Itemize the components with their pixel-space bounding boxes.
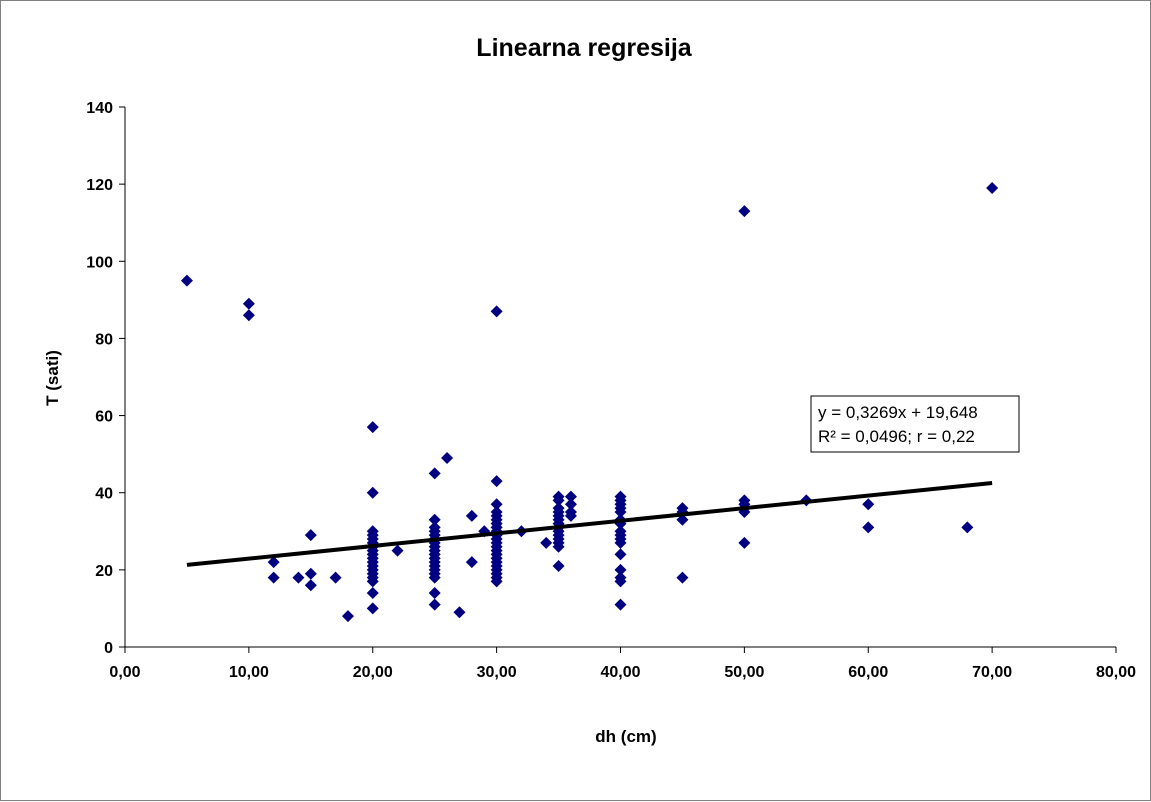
data-point — [961, 521, 974, 534]
data-point — [614, 598, 627, 611]
y-tick-label: 140 — [86, 100, 113, 117]
y-axis-ticks: 0 20 40 60 80 100 120 140 — [86, 100, 125, 657]
data-point — [614, 536, 627, 549]
data-point — [366, 486, 379, 499]
x-tick-label: 40,00 — [600, 664, 640, 681]
data-point — [180, 274, 193, 287]
data-point — [267, 571, 280, 584]
data-point — [366, 587, 379, 599]
x-axis-label: dh (cm) — [595, 727, 656, 746]
data-point — [428, 571, 441, 584]
data-point — [242, 297, 255, 310]
data-point — [366, 421, 379, 434]
data-point — [986, 182, 999, 194]
trendline-equation-box: y = 0,3269x + 19,648 R² = 0,0496; r = 0,… — [810, 395, 1020, 453]
data-point — [341, 610, 354, 623]
data-point — [564, 498, 577, 511]
data-point — [614, 548, 627, 561]
data-point — [465, 509, 478, 522]
y-tick-label: 120 — [86, 177, 113, 194]
data-point — [428, 598, 441, 611]
data-point — [453, 606, 466, 619]
y-tick-label: 40 — [95, 486, 113, 503]
data-point — [614, 575, 627, 588]
y-tick-label: 100 — [86, 254, 113, 271]
y-tick-label: 20 — [95, 563, 113, 580]
data-point — [329, 571, 342, 584]
data-point — [614, 563, 627, 576]
data-point — [428, 467, 441, 480]
data-point — [428, 587, 441, 599]
data-point — [490, 575, 503, 588]
y-tick-label: 0 — [104, 640, 113, 657]
trendline — [186, 480, 993, 567]
data-point — [366, 602, 379, 615]
data-point — [490, 305, 503, 318]
chart-title: Linearna regresija — [476, 34, 692, 62]
data-point — [862, 521, 875, 534]
data-point — [614, 506, 627, 518]
data-point — [366, 575, 379, 588]
equation-box-border — [810, 395, 1020, 453]
data-point — [304, 579, 317, 592]
x-tick-label: 70,00 — [972, 664, 1012, 681]
plot-area: 0 20 40 60 80 100 120 140 0,00 10,00 20,00 30,00 40… — [86, 100, 1136, 681]
data-point — [490, 475, 503, 488]
data-point — [862, 498, 875, 511]
x-tick-label: 50,00 — [724, 664, 764, 681]
data-point — [242, 309, 255, 322]
x-tick-label: 30,00 — [477, 664, 517, 681]
data-point — [428, 513, 441, 526]
data-point — [676, 571, 689, 584]
data-point — [304, 567, 317, 580]
data-point — [304, 529, 317, 542]
y-tick-label: 80 — [95, 331, 113, 348]
data-point — [391, 544, 404, 557]
data-point — [738, 205, 751, 218]
data-point — [490, 498, 503, 511]
trendline-equation: y = 0,3269x + 19,648 — [818, 403, 978, 422]
data-point — [441, 452, 454, 464]
data-point — [465, 556, 478, 569]
data-point — [552, 540, 565, 553]
x-tick-label: 10,00 — [229, 664, 269, 681]
x-tick-label: 60,00 — [848, 664, 888, 681]
data-point — [552, 560, 565, 572]
x-axis-ticks: 0,00 10,00 20,00 30,00 40,00 50,00 60,00 70,00 8… — [109, 647, 1136, 681]
data-point — [267, 556, 280, 569]
data-point — [552, 494, 565, 507]
data-point — [540, 536, 553, 549]
data-point — [738, 536, 751, 549]
x-tick-label: 20,00 — [353, 664, 393, 681]
data-point — [564, 490, 577, 503]
trendline-stats: R² = 0,0496; r = 0,22 — [818, 427, 975, 446]
x-tick-label: 80,00 — [1096, 664, 1136, 681]
y-axis-label: T (sati) — [43, 350, 62, 406]
data-point — [292, 571, 305, 584]
y-tick-label: 60 — [95, 409, 113, 426]
x-tick-label: 0,00 — [109, 664, 140, 681]
